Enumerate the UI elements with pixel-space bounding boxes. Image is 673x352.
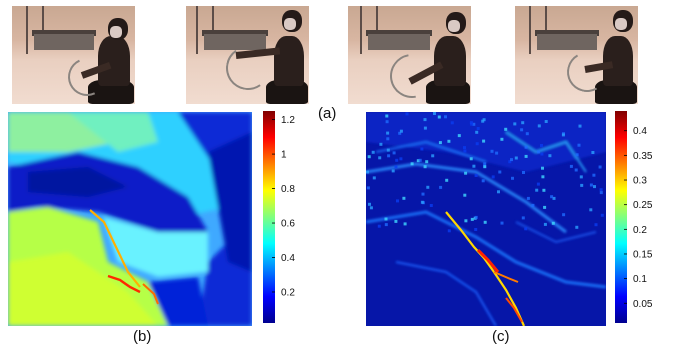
colorbar_b-tick-label: 1.2 — [281, 115, 295, 126]
colorbar_c-tick-label: 0.2 — [633, 225, 647, 236]
colorbar_c-tick-label: 0.25 — [633, 200, 653, 211]
colorbar_b-tick-label: 0.6 — [281, 219, 295, 230]
heatmap-c — [366, 112, 606, 326]
caption-a: (a) — [318, 105, 337, 122]
colorbar_c-tick-label: 0.05 — [633, 299, 653, 310]
colorbar_c-tick-label: 0.15 — [633, 249, 653, 260]
frame-2 — [186, 6, 309, 104]
colorbar_c-tick-label: 0.1 — [633, 274, 647, 285]
colorbar_b-tick-label: 1 — [281, 150, 287, 161]
colorbar-b: 1.2 1 0.8 0.6 0.4 0.2 — [263, 111, 295, 323]
colorbar_b-tick-label: 0.8 — [281, 184, 295, 195]
frame-1 — [12, 6, 135, 104]
frame-4 — [515, 6, 638, 104]
frame-3 — [348, 6, 471, 104]
caption-b: (b) — [133, 328, 152, 345]
heatmap-b — [8, 112, 252, 326]
colorbar_c-tick-label: 0.35 — [633, 151, 653, 162]
colorbar_c-tick-label: 0.4 — [633, 126, 647, 137]
colorbar-c: 0.4 0.35 0.3 0.25 0.2 0.15 0.1 0.05 — [615, 111, 653, 323]
colorbar_b-tick-label: 0.4 — [281, 253, 295, 264]
colorbar_b-tick-label: 0.2 — [281, 287, 295, 298]
caption-c: (c) — [492, 328, 510, 345]
colorbar_c-tick-label: 0.3 — [633, 176, 647, 187]
